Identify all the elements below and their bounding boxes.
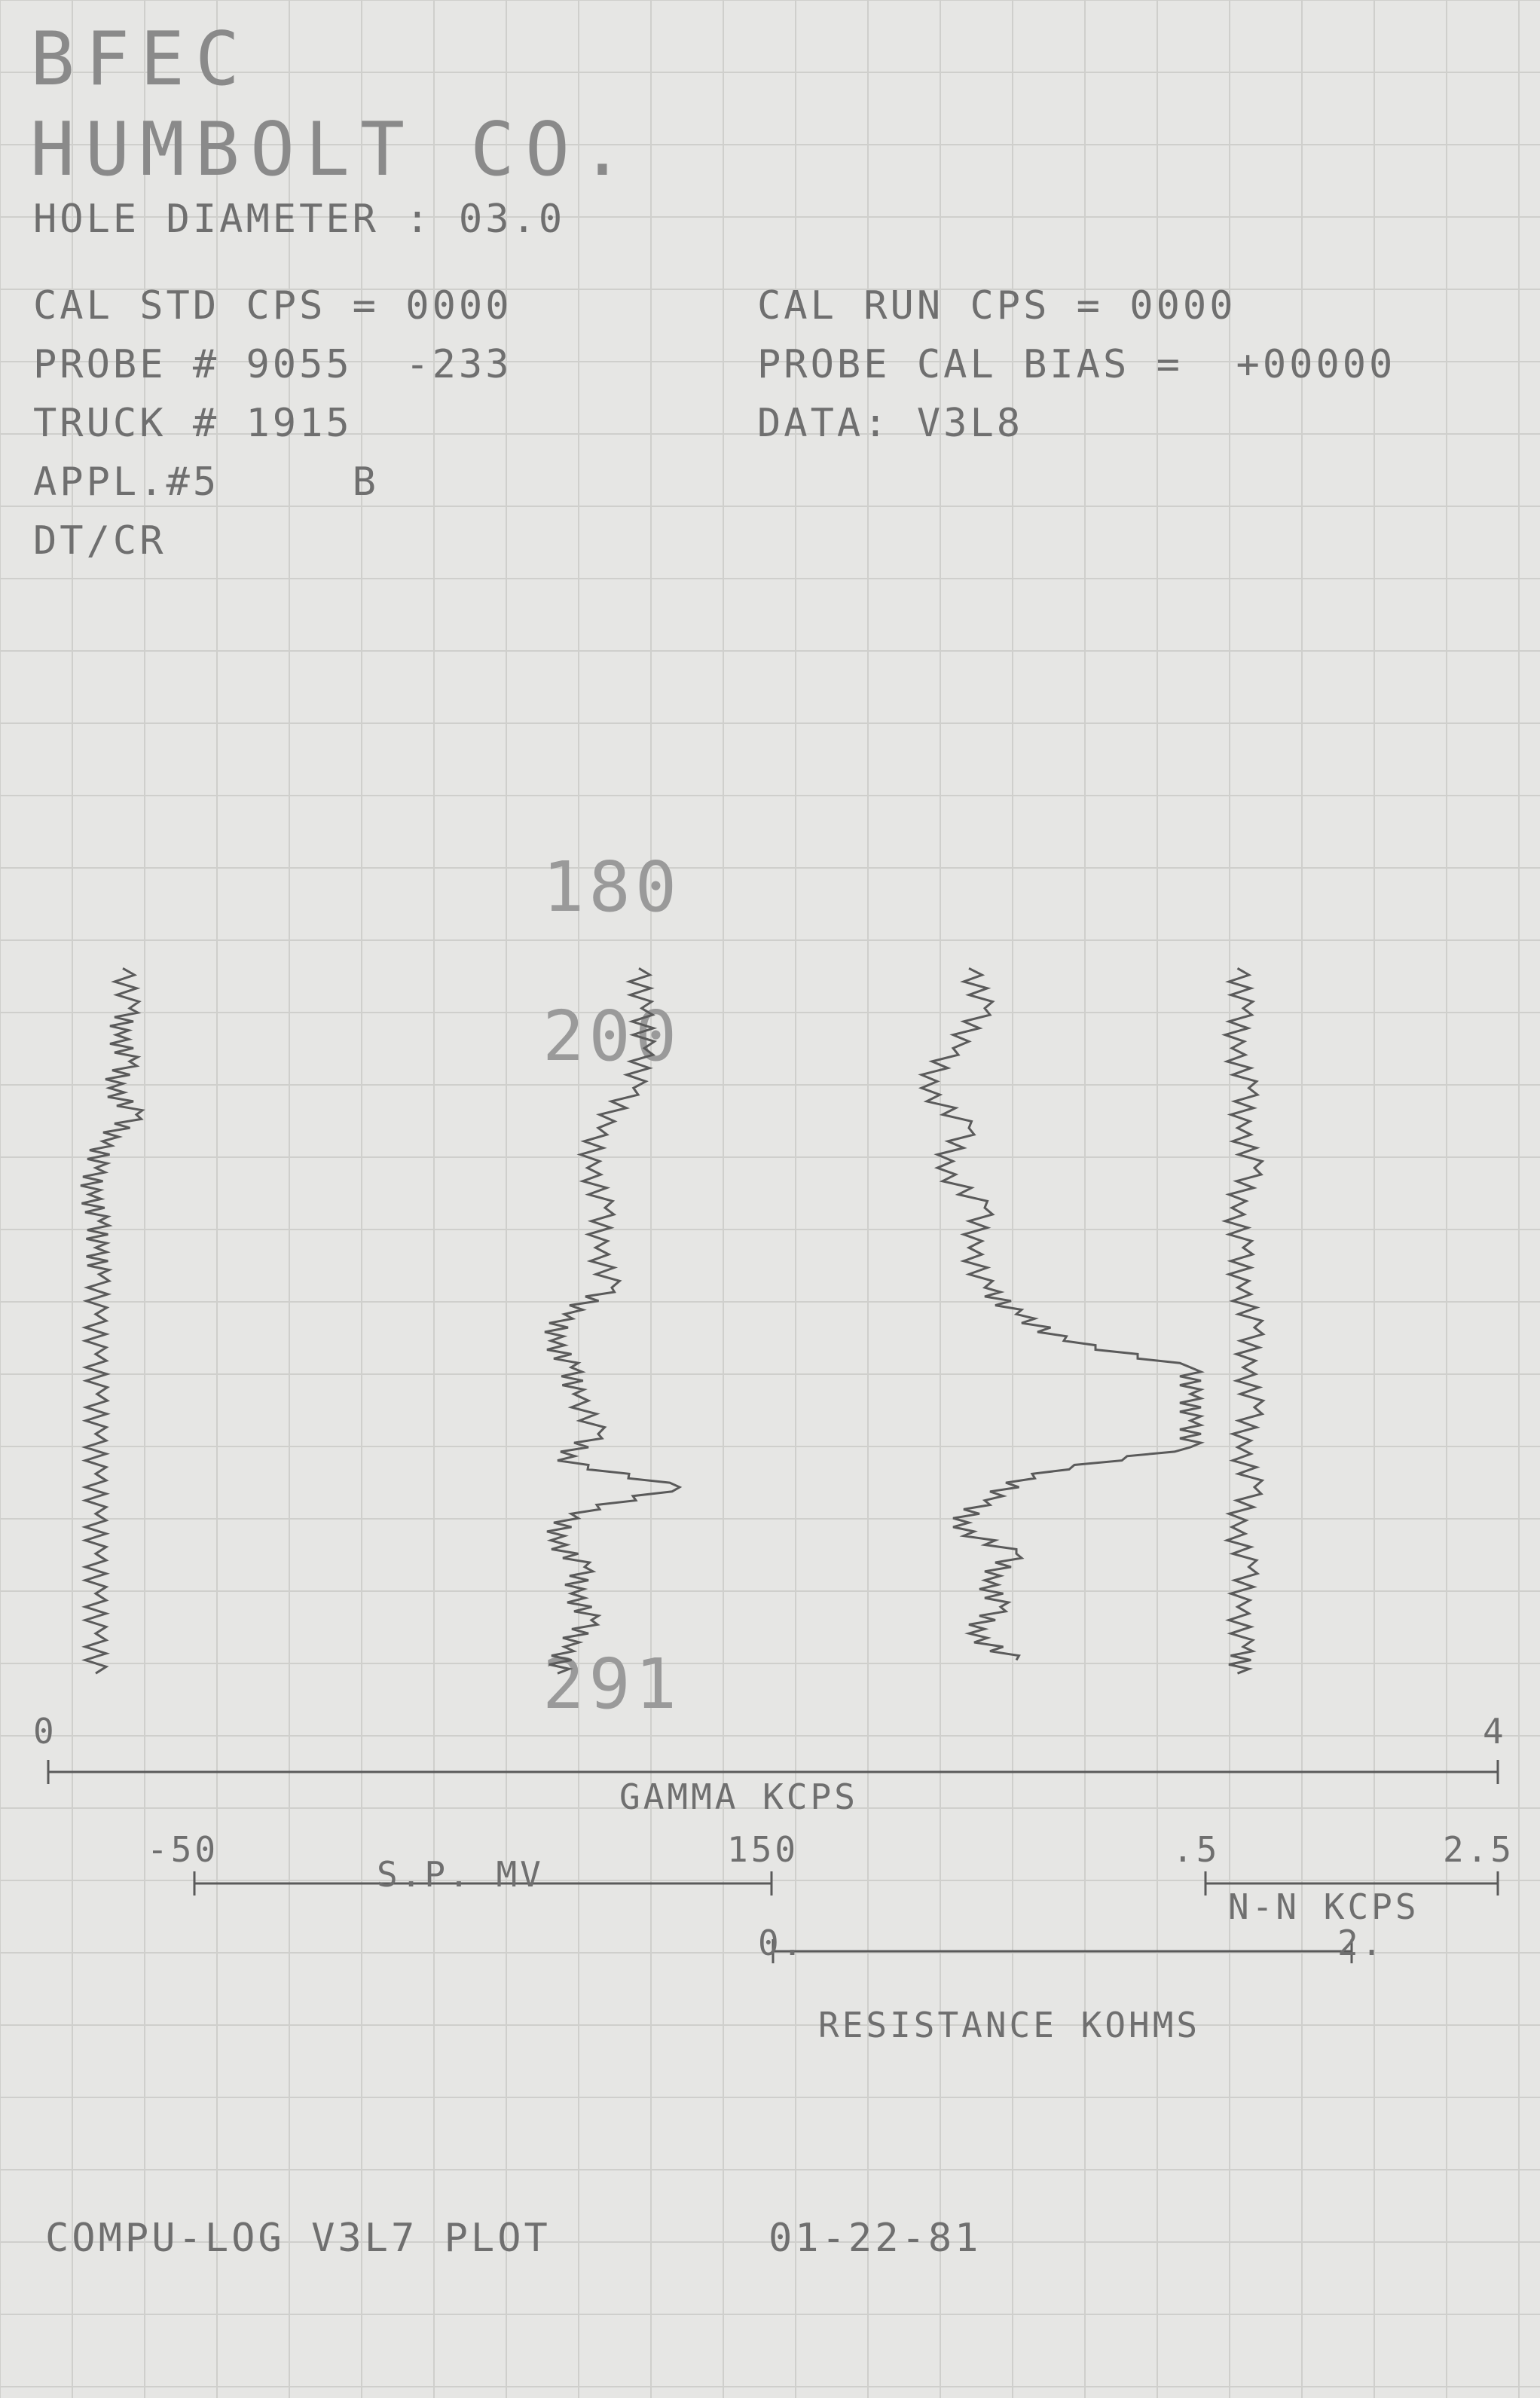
header-line-1: BFEC: [30, 17, 251, 102]
res-scale-label: RESISTANCE KOHMS: [818, 2005, 1201, 2045]
dt-cr: DT/CR: [33, 518, 167, 564]
sp-scale-label: S.P. MV: [377, 1854, 544, 1895]
gamma-max-label: 4: [1483, 1711, 1507, 1752]
cal-std-cps: CAL STD CPS = 0000: [33, 283, 512, 328]
footer-plot-label: COMPU-LOG V3L7 PLOT: [45, 2216, 551, 2261]
probe-number: PROBE # 9055 -233: [33, 342, 512, 387]
sp-trace: [544, 967, 683, 1675]
data-code: DATA: V3L8: [757, 401, 1024, 446]
gamma-min-label: 0: [33, 1711, 57, 1752]
sp-min-label: -50: [147, 1829, 219, 1870]
nn-scale-label: N-N KCPS: [1228, 1886, 1419, 1927]
nn-max-label: 2.5: [1443, 1829, 1515, 1870]
res-min-label: 0.: [758, 1923, 806, 1963]
nn-trace: [1221, 967, 1266, 1675]
depth-label-180: 180: [542, 847, 682, 927]
truck-number: TRUCK # 1915: [33, 401, 353, 446]
probe-cal-bias: PROBE CAL BIAS = +00000: [757, 342, 1396, 387]
cal-run-cps: CAL RUN CPS = 0000: [757, 283, 1236, 328]
res-trace: [918, 967, 1205, 1661]
sp-max-label: 150: [727, 1829, 799, 1870]
hole-diameter: HOLE DIAMETER : 03.0: [33, 197, 566, 242]
footer-date: 01-22-81: [768, 2216, 982, 2261]
appl-number: APPL.#5 B: [33, 460, 379, 505]
gamma-trace: [80, 967, 145, 1675]
nn-min-label: .5: [1172, 1829, 1221, 1870]
gamma-scale-label: GAMMA KCPS: [619, 1776, 858, 1817]
depth-label-200: 200: [542, 996, 682, 1077]
res-max-label: 2.: [1337, 1923, 1386, 1963]
header-line-2: HUMBOLT CO.: [30, 107, 636, 193]
